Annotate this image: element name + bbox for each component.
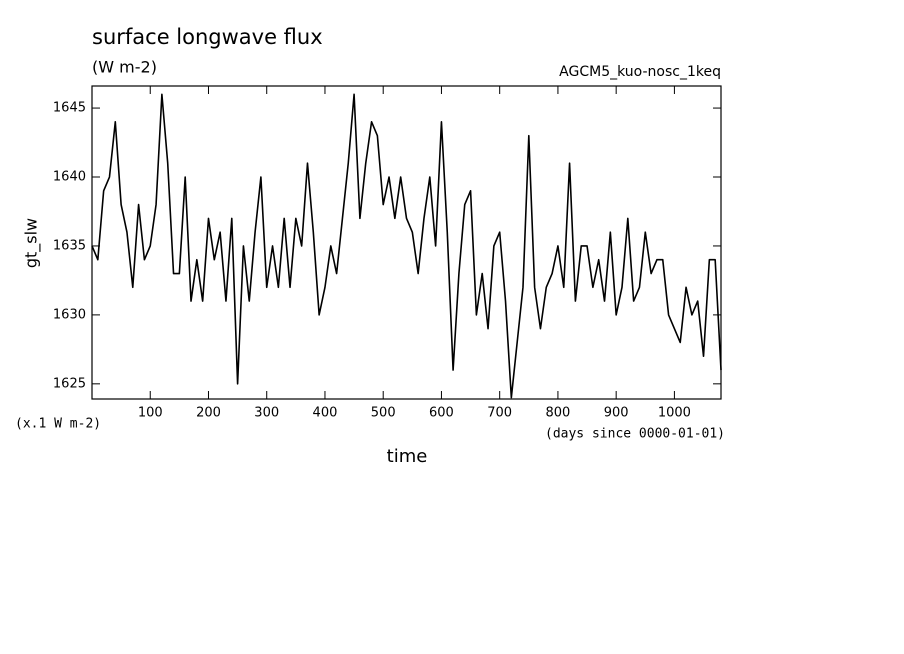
y-axis-label: gt_slw: [22, 218, 42, 268]
x-tick-label: 900: [604, 406, 629, 421]
y-tick-label: 1630: [53, 307, 86, 322]
y-tick-label: 1645: [53, 101, 86, 116]
chart-subtitle: (W m-2): [92, 58, 157, 77]
annotation: AGCM5_kuo-nosc_1keq: [559, 64, 721, 80]
x-tick-label: 200: [196, 406, 221, 421]
x-tick-label: 700: [487, 406, 512, 421]
x-units: (days since 0000-01-01): [545, 427, 725, 442]
chart-title: surface longwave flux: [92, 25, 323, 49]
plot-frame: [91, 85, 722, 400]
y-tick-label: 1635: [53, 238, 86, 253]
x-tick-label: 800: [546, 406, 571, 421]
y-tick-label: 1640: [53, 170, 86, 185]
x-tick-label: 500: [371, 406, 396, 421]
y-units: (x.1 W m-2): [15, 417, 101, 432]
x-tick-label: 100: [138, 406, 163, 421]
data-line: [91, 93, 722, 399]
x-tick-label: 400: [313, 406, 338, 421]
x-tick-label: 1000: [658, 406, 691, 421]
x-axis-label: time: [387, 446, 428, 467]
y-tick-label: 1625: [53, 376, 86, 391]
x-tick-label: 300: [254, 406, 279, 421]
x-tick-label: 600: [429, 406, 454, 421]
